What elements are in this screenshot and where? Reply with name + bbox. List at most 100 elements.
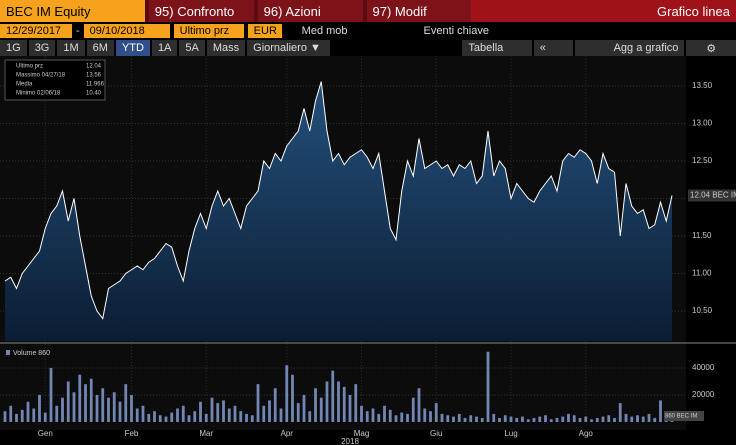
volume-bar xyxy=(176,408,179,422)
range-tab[interactable]: 6M xyxy=(86,40,114,56)
settings[interactable]: ⚙ xyxy=(686,40,736,56)
moving-avg[interactable]: Med mob xyxy=(301,25,348,37)
x-tick-label: Gen xyxy=(38,429,53,438)
volume-bar xyxy=(72,392,76,422)
currency[interactable]: EUR xyxy=(247,24,282,38)
volume-bar xyxy=(538,416,542,422)
range-tab[interactable]: 1A xyxy=(151,40,178,56)
range-tab[interactable]: 3G xyxy=(28,40,56,56)
table[interactable]: Tabella xyxy=(462,40,532,56)
volume-bar xyxy=(204,413,208,422)
range-tab[interactable]: YTD xyxy=(115,40,150,56)
volume-bar xyxy=(601,416,605,422)
range-bar: 1G 3G 1M 6M YTD 1A 5A Mass Giornaliero ▼ Tabella «… xyxy=(0,40,736,56)
volume-bar xyxy=(360,405,363,422)
volume-bar xyxy=(130,394,133,422)
volume-bar xyxy=(101,388,105,422)
volume-bar xyxy=(302,394,306,422)
volume-bar xyxy=(3,411,7,422)
volume-bar xyxy=(590,419,593,422)
field[interactable]: Ultimo prz xyxy=(173,24,244,38)
volume-bar xyxy=(84,384,87,422)
x-tick-label: Giu xyxy=(430,429,442,438)
y-tick-label: 10.50 xyxy=(692,306,713,315)
volume-bar xyxy=(348,394,352,422)
menu-item[interactable]: 95) Confronto xyxy=(148,0,254,22)
menu-item[interactable]: 97) Modif xyxy=(366,0,472,22)
range-tab[interactable]: 5A xyxy=(179,40,205,56)
legend-name: Media xyxy=(16,82,33,88)
ticker[interactable]: BEC IM Equity xyxy=(0,0,145,22)
volume-bar xyxy=(653,417,657,422)
volume-bar xyxy=(319,397,323,422)
legend-name: Ultimo prz xyxy=(16,64,43,70)
last-label: 860 BEC IM xyxy=(665,414,697,420)
volume-bar xyxy=(233,405,237,422)
volume-bar xyxy=(509,416,513,422)
volume-bar xyxy=(475,416,478,422)
volume-bar xyxy=(400,412,404,422)
menu-item[interactable]: 96) Azioni xyxy=(257,0,363,22)
volume-bar xyxy=(647,413,651,422)
volume-bar xyxy=(636,415,639,422)
volume-bar xyxy=(32,408,36,422)
dash: - xyxy=(76,25,80,37)
volume-bar xyxy=(394,415,398,422)
add-to-chart[interactable]: Agg a grafico xyxy=(575,40,685,56)
volume-bar xyxy=(595,417,599,422)
period[interactable]: Giornaliero ▼ xyxy=(247,40,331,56)
volume-bar xyxy=(15,413,18,422)
range-tab[interactable]: 1G xyxy=(0,40,27,56)
volume-bar xyxy=(584,416,588,422)
volume-bar xyxy=(377,413,381,422)
view[interactable]: Grafico linea xyxy=(471,0,736,22)
start-date[interactable]: 12/29/2017 xyxy=(0,24,72,38)
volume-bar xyxy=(308,411,312,422)
volume-bar xyxy=(43,412,47,422)
volume-bar xyxy=(555,417,559,422)
volume-bar xyxy=(256,384,260,422)
volume-bar xyxy=(440,413,444,422)
x-tick-label: Ago xyxy=(579,429,594,438)
volume-bar xyxy=(135,408,139,422)
events[interactable]: Eventi chiave xyxy=(423,25,489,37)
volume-bar xyxy=(503,415,507,422)
volume-bar xyxy=(572,415,576,422)
collapse[interactable]: « xyxy=(533,40,574,56)
end-date[interactable]: 09/10/2018 xyxy=(83,24,170,38)
volume-bar xyxy=(170,412,174,422)
volume-bar xyxy=(216,403,220,422)
volume-bar xyxy=(245,413,248,422)
legend-box xyxy=(4,59,106,101)
volume-bar xyxy=(250,415,254,422)
volume-bar xyxy=(544,415,547,422)
volume-bar xyxy=(153,411,156,422)
last-label: 12.04 BEC IM xyxy=(690,191,736,200)
range-tab[interactable]: 1M xyxy=(57,40,85,56)
volume-bar xyxy=(659,400,662,422)
volume-bar xyxy=(624,413,628,422)
year-label: 2018 xyxy=(341,437,359,445)
volume-bar xyxy=(607,415,611,422)
volume-bar xyxy=(406,413,409,422)
volume-bar xyxy=(141,405,145,422)
volume-bar xyxy=(181,405,185,422)
range-tab[interactable]: Mass xyxy=(206,40,246,56)
y-tick-label: 13.50 xyxy=(692,81,713,90)
volume-bar xyxy=(492,413,496,422)
volume-bar xyxy=(486,351,490,422)
volume-bar xyxy=(147,413,151,422)
volume-bar xyxy=(429,411,432,422)
x-tick-label: Mag xyxy=(354,429,370,438)
volume-bar xyxy=(613,417,616,422)
legend-value: 10.40 xyxy=(86,91,102,97)
volume-bar xyxy=(9,405,13,422)
volume-bar xyxy=(314,388,317,422)
price-line xyxy=(4,81,673,320)
volume-bar xyxy=(526,419,530,422)
volume-bar xyxy=(239,411,243,422)
volume-bar xyxy=(20,409,24,422)
volume-bar xyxy=(469,415,473,422)
volume-bar xyxy=(66,381,70,422)
